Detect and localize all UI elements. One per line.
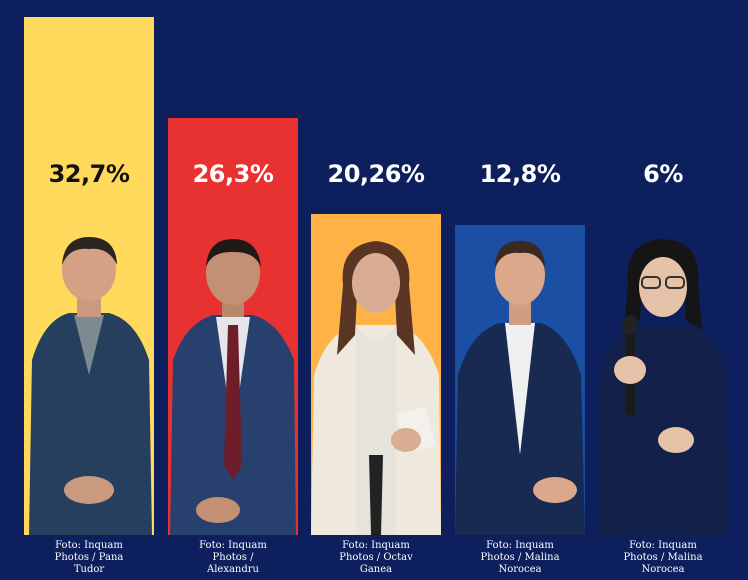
credit-line: Foto: Inquam	[486, 540, 554, 551]
credit-line: Photos / Malina	[623, 552, 703, 563]
credit-line: Norocea	[641, 564, 685, 575]
percent-label-5: 6%	[643, 160, 683, 188]
credit-line: Foto: Inquam	[342, 540, 410, 551]
credit-line: Norocea	[498, 564, 542, 575]
candidate-photo-3	[311, 225, 441, 535]
photo-credit-1: Foto: Inquam Photos / Pana Tudor	[24, 540, 154, 576]
credit-line: Foto: Inquam	[199, 540, 267, 551]
photo-credit-5: Foto: Inquam Photos / Malina Norocea	[598, 540, 728, 576]
photo-credit-4: Foto: Inquam Photos / Malina Norocea	[455, 540, 585, 576]
percent-label-2: 26,3%	[192, 160, 274, 188]
credit-line: Photos / Octav	[339, 552, 413, 563]
photo-credit-3: Foto: Inquam Photos / Octav Ganea	[311, 540, 441, 576]
candidate-photo-5	[598, 225, 728, 535]
credit-line: Tudor	[73, 564, 105, 575]
credit-line: Photos /	[212, 552, 254, 563]
credit-line: Photos / Pana	[54, 552, 124, 563]
candidate-photo-4	[455, 225, 585, 535]
credit-line: Photos / Malina	[480, 552, 560, 563]
candidate-photo-2	[168, 225, 298, 535]
credit-line: Foto: Inquam	[55, 540, 123, 551]
percent-label-1: 32,7%	[48, 160, 130, 188]
percent-label-4: 12,8%	[479, 160, 561, 188]
candidate-photo-1	[24, 225, 154, 535]
photo-credit-2: Foto: Inquam Photos / Alexandru	[168, 540, 298, 576]
credit-line: Alexandru	[206, 564, 259, 575]
credit-line: Foto: Inquam	[629, 540, 697, 551]
credit-line: Ganea	[359, 564, 393, 575]
percent-label-3: 20,26%	[327, 160, 425, 188]
